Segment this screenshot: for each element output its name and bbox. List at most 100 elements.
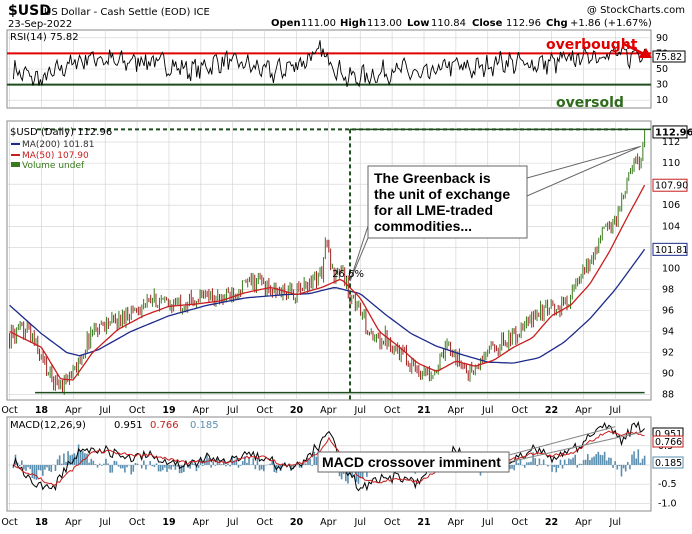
macd-lines [12, 420, 645, 492]
ma200-line [9, 248, 646, 364]
macd-legend: MACD(12,26,9) 0.951 0.766 0.185 [10, 420, 219, 431]
ma50-legend-label: MA(50) 107.90 [22, 151, 89, 161]
price-tag-label: 107.90 [655, 181, 688, 192]
price-x-tick-label: Apr [448, 405, 465, 416]
macd-x-tick-label: Apr [448, 517, 465, 528]
price-y-tick-label: 90 [662, 369, 674, 380]
price-y-tick-label: 92 [662, 348, 674, 359]
rsi-y-tick-label: 10 [656, 95, 668, 106]
price-y-tick-label: 94 [662, 327, 674, 338]
macd-legend-signal: 0.766 [150, 420, 179, 431]
macd-x-tick-label: Oct [511, 517, 528, 528]
macd-tag-label: 0.951 [655, 429, 682, 440]
macd-x-tick-label: Jul [354, 517, 366, 528]
macd-x-tick-label: Oct [256, 517, 273, 528]
callout-line-1: The Greenback is [374, 170, 491, 186]
macd-callout-text: MACD crossover imminent [322, 454, 501, 470]
price-x-tick-label: Jul [609, 405, 621, 416]
macd-legend-macd: 0.951 [114, 420, 143, 431]
ma50-line [9, 184, 646, 381]
price-x-tick-label: Oct [511, 405, 528, 416]
price-lines [9, 184, 646, 381]
volume-legend-swatch [11, 162, 20, 167]
price-tag-box [652, 178, 688, 192]
price-x-tick-label: Apr [320, 405, 337, 416]
chg-value: +1.86 (+1.67%) [570, 18, 652, 29]
ohlc-readout: Open 111.00 High 113.00 Low 110.84 Close… [271, 18, 652, 29]
macd-x-tick-label: Jul [481, 517, 493, 528]
macd-x-tick-label: 22 [545, 517, 558, 528]
price-x-tick-label: Apr [65, 405, 82, 416]
close-label: Close [472, 18, 503, 29]
open-label: Open [271, 18, 301, 29]
rsi-last-box [652, 50, 686, 63]
price-legend-title: $USD (Daily) 112.96 [10, 127, 112, 138]
macd-x-tick-label: Oct [129, 517, 146, 528]
macd-x-tick-label: Jul [98, 517, 110, 528]
price-x-tick-label: 22 [545, 405, 558, 416]
macd-tag-box [652, 435, 684, 448]
macd-x-tick-label: 20 [290, 517, 304, 528]
price-x-tick-label: Oct [384, 405, 401, 416]
macd-line [12, 420, 645, 492]
price-tag-box [652, 242, 688, 256]
macd-callout: MACD crossover imminent [317, 426, 641, 473]
price-y-tick-label: 112 [662, 137, 680, 148]
price-tag-label: 101.81 [655, 245, 688, 256]
rsi-panel: 1030507090 RSI(14) 75.82 overbought over… [6, 29, 686, 111]
macd-legend-hist: 0.185 [190, 420, 219, 431]
price-legend: $USD (Daily) 112.96 MA(200) 101.81 MA(50… [10, 127, 112, 171]
rsi-y-tick-label: 30 [656, 80, 668, 91]
percent-change-label: 26.6% [332, 269, 364, 280]
price-y-tick-label: 104 [662, 221, 680, 232]
overbought-arrow-head [638, 48, 652, 58]
price-y-tick-label: 96 [662, 306, 674, 317]
volume-legend-label: Volume undef [22, 161, 85, 171]
price-x-axis: Oct 18 Apr Jul Oct 19 Apr Jul Oct 20 Apr Jul Oct 21 Ap… [1, 405, 621, 416]
price-x-tick-label: 20 [290, 405, 304, 416]
ma200-legend-label: MA(200) 101.81 [22, 140, 94, 150]
macd-callout-pointer-1 [508, 426, 616, 456]
macd-x-tick-label: 21 [417, 517, 430, 528]
low-label: Low [407, 18, 429, 29]
macd-tag-label: 0.766 [655, 437, 682, 448]
price-y-tick-label: 106 [662, 200, 680, 211]
macd-x-tick-label: Apr [575, 517, 592, 528]
price-y-tick-label: 88 [662, 390, 674, 401]
open-value: 111.00 [301, 18, 336, 29]
price-y-tick-label: 110 [662, 158, 680, 169]
price-x-tick-label: Jul [98, 405, 110, 416]
macd-tag-label: 0.185 [655, 458, 682, 469]
price-x-tick-label: Oct [256, 405, 273, 416]
price-y-axis: 889092949698100102104106108110112 [662, 137, 680, 401]
macd-signal-line [13, 430, 645, 486]
greenback-callout: The Greenback is the unit of exchange fo… [349, 145, 642, 282]
macd-panel: -1.0-0.50.00.5 Oct18AprJulOct19AprJulOct… [1, 416, 684, 528]
callout-box [367, 165, 528, 239]
high-label: High [340, 18, 366, 29]
price-panel: 889092949698100102104106108110112 Oct18A… [1, 120, 692, 416]
price-x-tick-label: Oct [1, 405, 18, 416]
price-x-tick-label: Jul [354, 405, 366, 416]
macd-legend-prefix: MACD(12,26,9) [10, 420, 86, 431]
symbol-title: $USD [8, 3, 51, 19]
high-value: 113.00 [367, 18, 402, 29]
low-value: 110.84 [431, 18, 466, 29]
price-tag-label: 112.96 [655, 127, 692, 138]
macd-x-tick-label: Apr [320, 517, 337, 528]
macd-x-axis: Oct 18 Apr Jul Oct 19 Apr Jul Oct 20 Apr Jul Oct 21 Ap… [1, 517, 621, 528]
stockcharts-watermark: @ StockCharts.com [587, 5, 685, 16]
macd-x-tick-label: Apr [193, 517, 210, 528]
price-frame [6, 120, 652, 401]
chg-label: Chg [546, 18, 568, 29]
price-x-tick-label: 19 [162, 405, 175, 416]
macd-y-tick-label: -0.5 [658, 479, 677, 490]
callout-line-2: the unit of exchange [374, 186, 510, 202]
overbought-arrow-shaft [623, 42, 645, 56]
price-x-tick-label: Apr [575, 405, 592, 416]
close-value: 112.96 [506, 18, 541, 29]
rsi-last-value-tag: 75.82 [652, 50, 686, 63]
callout-line-4: commodities... [374, 218, 472, 234]
